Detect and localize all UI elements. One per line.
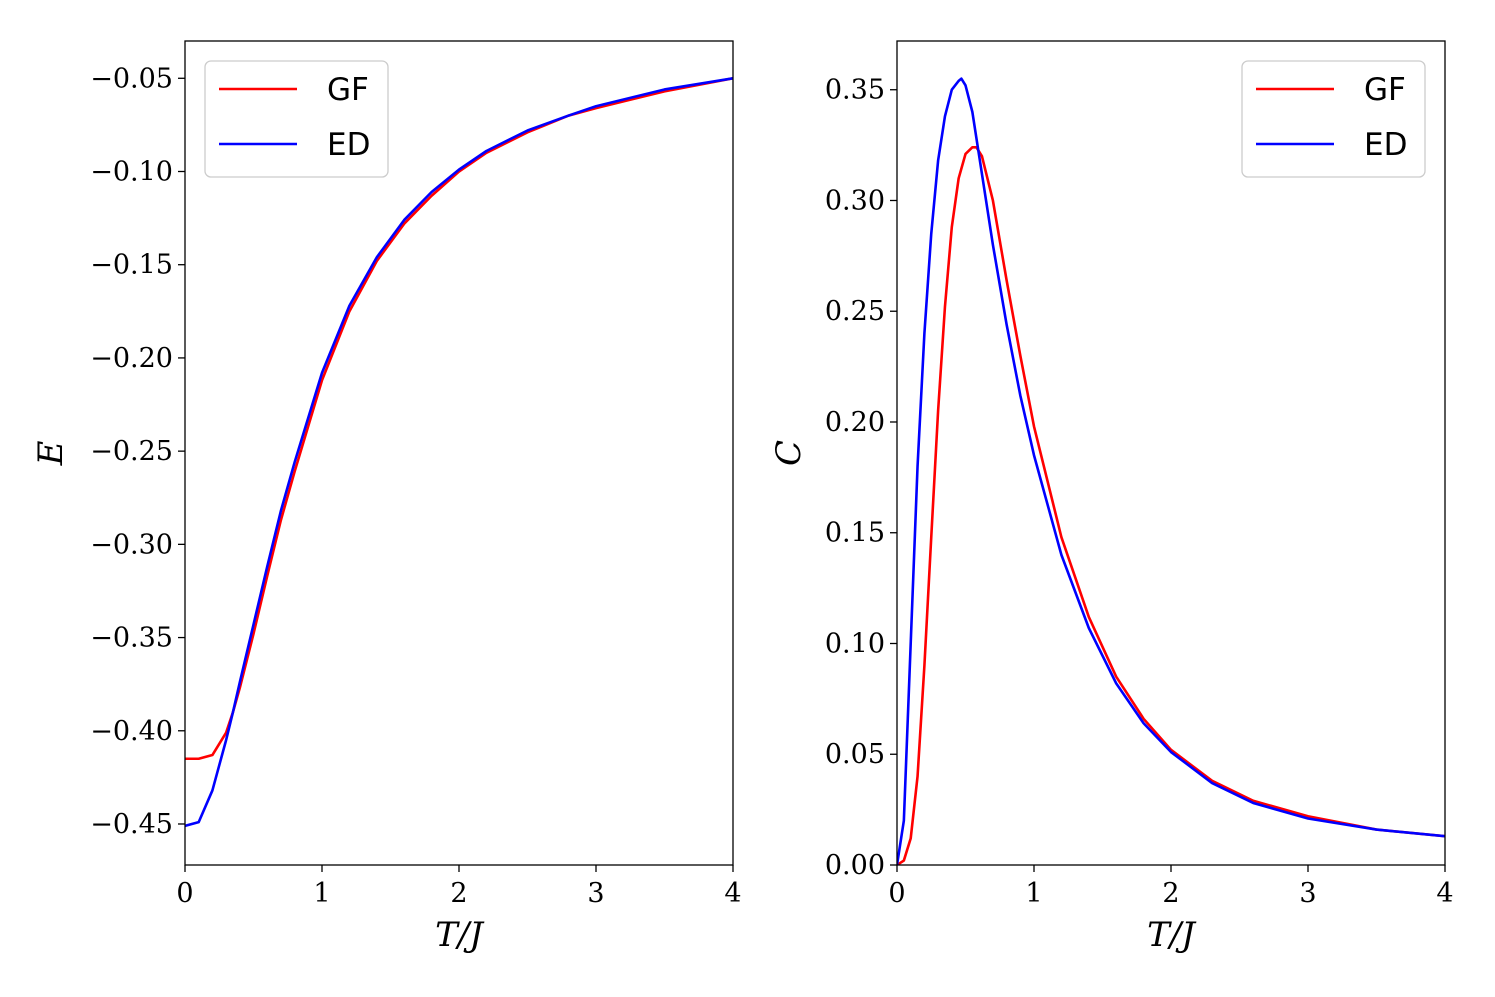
y-axis-label: E (31, 440, 71, 466)
energy-panel: 0 1 2 3 4 −0.45 −0.40 −0.35 −0.30 −0.25 −0.20 −0.15… (31, 40, 742, 955)
x-tick-label: 3 (1299, 878, 1316, 909)
y-tick-label: −0.05 (90, 63, 173, 94)
x-tick-label: 2 (450, 878, 467, 909)
x-tick-label: 1 (1025, 878, 1042, 909)
y-tick-label: −0.20 (90, 343, 173, 374)
specific-heat-panel: 0 1 2 3 4 0.00 0.05 0.10 0.15 0.20 0.25 0.30 0.35 T/J… (769, 40, 1454, 955)
y-tick-label: 0.15 (825, 518, 885, 549)
x-tick-label: 2 (1162, 878, 1179, 909)
y-axis-label: C (769, 440, 809, 466)
y-tick-label: −0.10 (90, 156, 173, 187)
x-axis-label: T/J (435, 915, 485, 955)
y-tick-label: −0.25 (90, 436, 173, 467)
y-tick-label: −0.30 (90, 529, 173, 560)
legend-label-ed: ED (327, 127, 370, 163)
y-tick-label: −0.35 (90, 623, 173, 654)
y-tick-label: 0.25 (825, 296, 885, 327)
x-tick-label: 3 (587, 878, 604, 909)
x-tick-label: 0 (888, 878, 905, 909)
legend-label-ed: ED (1364, 127, 1407, 163)
y-tick-label: 0.20 (825, 407, 885, 438)
legend: GF ED (1241, 60, 1426, 178)
y-tick-label: 0.10 (825, 628, 885, 659)
x-tick-label: 1 (313, 878, 330, 909)
x-tick-label: 4 (1436, 878, 1453, 909)
legend: GF ED (204, 60, 389, 178)
y-tick-label: 0.00 (825, 850, 885, 881)
series-line-ed (897, 77, 1445, 865)
y-tick-label: −0.40 (90, 716, 173, 747)
series-line-ed (185, 77, 733, 828)
y-tick-label: −0.45 (90, 809, 173, 840)
y-tick-label: 0.30 (825, 185, 885, 216)
x-axis-label: T/J (1147, 915, 1197, 955)
series-line-gf (897, 146, 1445, 865)
legend-label-gf: GF (327, 72, 369, 108)
series-line-gf (185, 77, 733, 761)
y-tick-label: −0.15 (90, 250, 173, 281)
x-tick-label: 0 (176, 878, 193, 909)
y-tick-label: 0.35 (825, 75, 885, 106)
legend-label-gf: GF (1364, 72, 1406, 108)
y-tick-label: 0.05 (825, 739, 885, 770)
x-tick-label: 4 (724, 878, 741, 909)
